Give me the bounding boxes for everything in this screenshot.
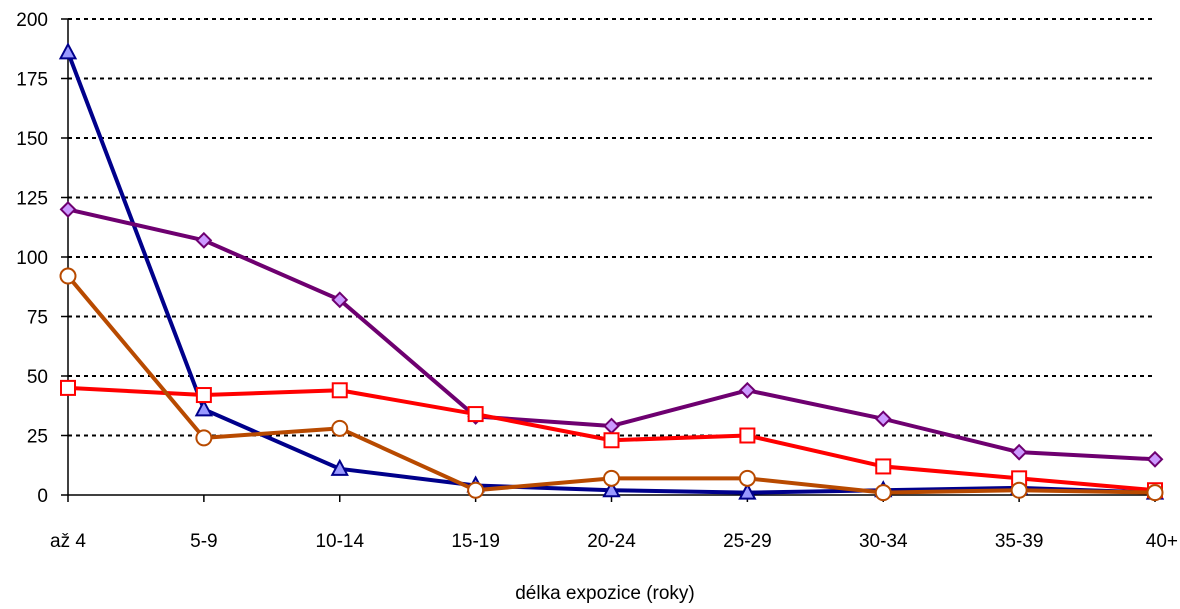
series-0-point-5: [738, 482, 757, 500]
series-2-point-1: [195, 387, 212, 404]
x-tick-label-6: 30-34: [859, 531, 908, 552]
x-tick-label-4: 20-24: [587, 531, 636, 552]
series-1-point-5: [738, 381, 756, 399]
series-3-point-8: [1146, 484, 1164, 502]
y-tick-label-50: 50: [27, 367, 48, 388]
series-2-point-2: [331, 382, 348, 399]
series-1-point-1: [195, 231, 213, 249]
series-group: [58, 42, 1165, 502]
x-tick-label-1: 5-9: [190, 531, 217, 552]
y-tick-label-75: 75: [27, 308, 48, 329]
series-2-point-6: [875, 458, 892, 475]
x-tick-label-0: až 4: [50, 531, 86, 552]
series-0-point-0: [58, 42, 78, 60]
series-1-point-0: [59, 200, 77, 218]
series-1-point-4: [603, 417, 620, 435]
series-3-line: [66, 274, 1156, 495]
y-tick-label-150: 150: [16, 129, 48, 150]
series-1: [59, 200, 1164, 468]
y-tick-labels: 0 25 50 75 100 125 150 175 200: [16, 10, 48, 507]
series-2-point-0: [60, 379, 76, 396]
y-tick-label-0: 0: [37, 486, 48, 507]
series-1-point-2: [331, 291, 349, 309]
series-3-point-7: [1010, 481, 1028, 499]
y-tick-label-25: 25: [27, 427, 48, 448]
y-tick-label-200: 200: [16, 10, 48, 31]
x-tick-labels: až 4 5-9 10-14 15-19 20-24 25-29 30-34 35-39 40+: [50, 531, 1178, 552]
series-3-point-1: [195, 429, 213, 447]
series-1-point-7: [1010, 443, 1028, 461]
series-3: [59, 267, 1164, 502]
series-3-point-5: [738, 469, 756, 487]
series-0-point-4: [602, 480, 621, 498]
series-3-point-6: [874, 484, 892, 502]
x-tick-label-5: 25-29: [723, 531, 772, 552]
series-3-point-4: [603, 469, 620, 487]
gridlines: [68, 18, 1155, 437]
y-tick-label-175: 175: [16, 70, 48, 91]
series-1-point-8: [1146, 450, 1164, 468]
series-0-point-1: [194, 399, 214, 417]
x-tick-label-7: 35-39: [995, 531, 1044, 552]
series-3-point-2: [331, 419, 349, 437]
series-3-point-3: [467, 481, 485, 499]
y-tick-label-125: 125: [16, 189, 48, 210]
series-2-point-5: [739, 427, 756, 444]
x-tick-label-8: 40+: [1146, 531, 1178, 552]
x-tick-label-3: 15-19: [451, 531, 500, 552]
series-0-point-2: [330, 458, 349, 476]
x-tick-label-2: 10-14: [315, 531, 364, 552]
series-3-point-0: [59, 267, 77, 285]
series-2-point-3: [467, 406, 484, 423]
series-1-point-6: [874, 410, 892, 428]
x-axis-title: délka expozice (roky): [515, 583, 695, 604]
series-2-point-4: [603, 432, 620, 449]
y-tick-label-100: 100: [16, 248, 48, 269]
